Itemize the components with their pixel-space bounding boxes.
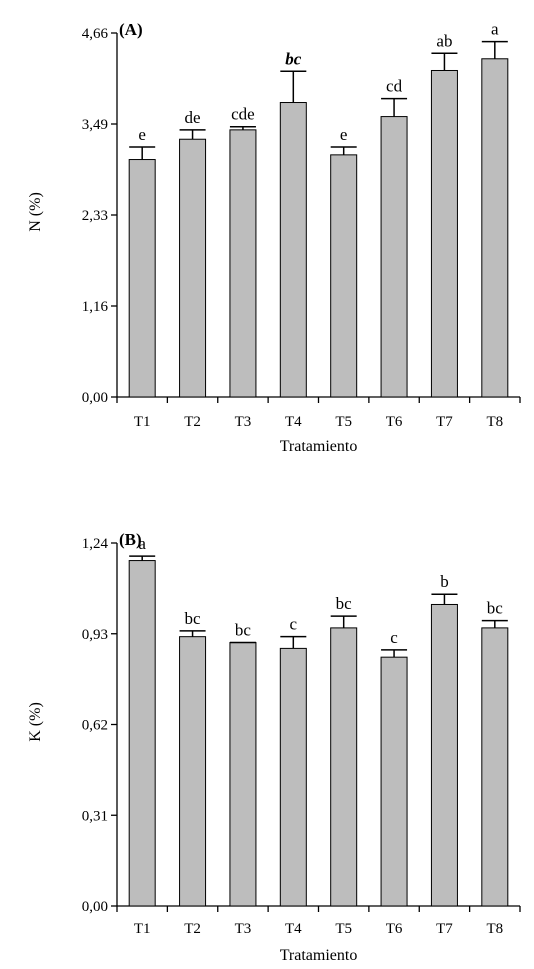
significance-label: de [185,108,201,127]
panel-label: (B) [119,530,142,549]
x-tick-label: T7 [436,414,453,430]
x-tick-label: T8 [486,921,503,937]
significance-label: a [138,534,146,553]
y-tick-label: 0,00 [82,899,108,915]
significance-label: cd [386,77,403,96]
chart-panel-a: 0,00 1,16 2,33 3,49 4,66 e T1 de T2 cde T3 bc T4 e T5 c… [27,20,521,455]
bar-t8 [481,627,509,907]
significance-label: bc [235,621,252,640]
x-tick-label: T3 [235,414,252,430]
y-tick-label: 4,66 [82,26,109,42]
significance-label: b [440,572,449,591]
significance-label: bc [487,599,504,618]
y-axis-label: K (%) [27,702,44,742]
x-tick-label: T4 [285,414,302,430]
significance-label: c [390,628,398,647]
y-tick-label: 0,93 [82,627,108,643]
bar-t5 [330,154,358,398]
x-tick-label: T6 [386,921,403,937]
y-tick-label: 0,31 [82,808,108,824]
x-axis-label: Tratamiento [280,438,358,455]
x-tick-label: T1 [134,414,151,430]
x-tick-label: T5 [335,921,352,937]
x-tick-label: T6 [386,414,403,430]
significance-label: bc [336,594,353,613]
y-tick-label: 1,24 [82,536,109,552]
y-axis-label: N (%) [27,192,44,232]
x-tick-label: T3 [235,921,252,937]
bar-t3 [229,129,257,398]
y-tick-label: 0,62 [82,718,108,734]
significance-label: c [290,615,298,634]
bar-t4 [279,102,307,398]
x-tick-label: T7 [436,921,453,937]
x-tick-label: T1 [134,921,151,937]
significance-label: ab [436,31,452,50]
x-tick-label: T8 [486,414,503,430]
bar-t3 [229,642,257,907]
bar-t6 [380,656,408,907]
bar-t1 [128,159,156,398]
significance-label: bc [185,609,202,628]
x-tick-label: T5 [335,414,352,430]
panel-label: (A) [119,20,143,39]
y-tick-label: 3,49 [82,117,108,133]
x-tick-label: T2 [184,414,201,430]
significance-label: a [491,20,499,39]
y-tick-label: 1,16 [82,299,109,315]
significance-label: e [138,125,146,144]
bar-t7 [430,603,458,907]
bar-t1 [128,560,156,907]
y-tick-label: 0,00 [82,390,108,406]
bar-t8 [481,58,509,398]
y-tick-label: 2,33 [82,208,108,224]
bar-t2 [179,636,207,907]
x-tick-label: T4 [285,921,302,937]
significance-label: bc [285,49,302,68]
bar-t2 [179,138,207,398]
bar-t4 [279,647,307,907]
bar-t6 [380,116,408,398]
significance-label: cde [231,105,255,124]
bar-t5 [330,627,358,907]
x-axis-label: Tratamiento [280,947,358,964]
bar-t7 [430,69,458,398]
x-tick-label: T2 [184,921,201,937]
significance-label: e [340,125,348,144]
chart-panel-b: 0,00 0,31 0,62 0,93 1,24 a T1 bc T2 bc T3 c T4 bc T5 c T… [27,530,521,964]
